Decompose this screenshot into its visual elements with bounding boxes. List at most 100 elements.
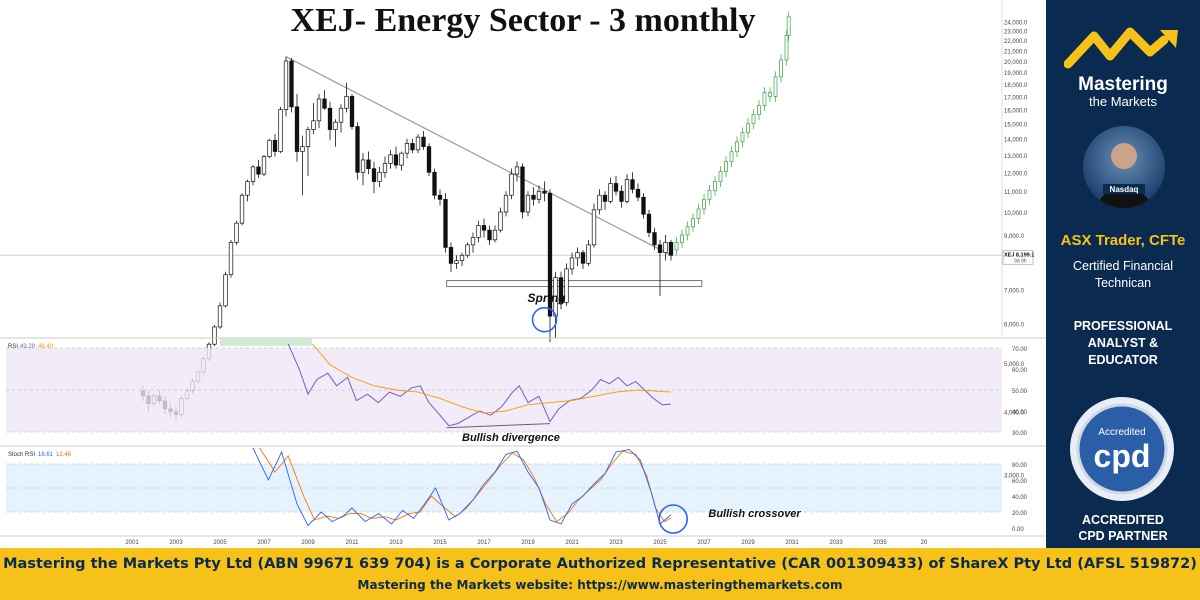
crossover-label: Bullish crossover [708, 508, 801, 520]
candle-down [443, 198, 448, 248]
candle-down [349, 96, 355, 127]
chart-area: 70.00 60.00 50.00 40.00 30.00 RSI 43.29 46.40 8… [0, 0, 1046, 568]
price-badge [1002, 249, 1034, 265]
brand-name: Mastering [1078, 74, 1168, 95]
projection-candle [779, 59, 783, 78]
candle-up [404, 143, 410, 154]
candle-up [338, 107, 344, 123]
candle-down [641, 196, 646, 215]
divergence-line [446, 423, 551, 429]
price-tick-label: 18,000.0 [1004, 83, 1028, 89]
candle-up [228, 241, 234, 276]
candle-up [503, 194, 509, 213]
projection-candle [680, 234, 684, 243]
candle-down [432, 171, 437, 196]
candle-down [619, 190, 624, 202]
candle-down [371, 168, 377, 182]
candle-up [234, 222, 239, 243]
candle-down [602, 194, 608, 202]
divergence-label: Bullish divergence [462, 432, 560, 444]
candle-down [520, 166, 525, 213]
trendlines [285, 56, 703, 288]
certification: Certified Financial Technican [1046, 258, 1200, 292]
time-tick-label: 2001 [125, 540, 139, 546]
price-tick-label: 7,000.0 [1004, 289, 1025, 295]
brand-subtitle: the Markets [1089, 94, 1157, 109]
price-badge-symbol: XEJ 8,199.1 [1004, 252, 1034, 258]
price-tick-label: 3,000.0 [1004, 473, 1025, 479]
price-tick-label: 11,000.0 [1004, 190, 1028, 196]
candle-down [437, 194, 443, 200]
crossover-circle [658, 504, 689, 534]
candle-up [514, 166, 520, 175]
price-tick-label: 19,000.0 [1004, 71, 1028, 77]
prof-line-3: EDUCATOR [1088, 353, 1158, 367]
candle-up [377, 171, 382, 182]
photo-label: Nasdaq [1110, 185, 1139, 194]
candle-down [558, 277, 564, 303]
candle-down [410, 143, 415, 151]
time-tick-label: 2009 [301, 540, 315, 546]
cpd-line-2: CPD PARTNER [1078, 529, 1168, 543]
candle-down [426, 146, 432, 173]
projection-candle [702, 198, 706, 210]
price-tick-label: 9,000.0 [1004, 234, 1025, 240]
footer-website[interactable]: Mastering the Markets website: https://w… [357, 578, 843, 592]
footer: Mastering the Markets Pty Ltd (ABN 99671… [0, 548, 1200, 600]
prof-line-1: PROFESSIONAL [1073, 319, 1173, 333]
price-tick-label: 16,000.0 [1004, 109, 1028, 115]
rsi-tick-label: 60.00 [1012, 368, 1028, 374]
candle-up [245, 181, 250, 196]
candle-down [289, 60, 294, 108]
candle-up [217, 305, 223, 328]
candle-down [630, 179, 635, 190]
price-tick-label: 14,000.0 [1004, 138, 1028, 144]
candle-down [481, 225, 487, 231]
candle-up [454, 260, 459, 264]
cert-line-1: Certified Financial [1072, 259, 1174, 273]
projection-candle [784, 34, 789, 61]
candle-down [393, 154, 399, 166]
candle-up [212, 326, 217, 345]
time-tick-label: 2023 [609, 540, 623, 546]
professional-text: PROFESSIONAL ANALYST & EDUCATOR [1046, 318, 1200, 369]
candle-down [613, 183, 619, 192]
rsi-tick-label: 70.00 [1012, 347, 1028, 353]
time-tick-label: 2035 [873, 540, 887, 546]
candle-down [294, 106, 300, 152]
rsi-ma-line [312, 343, 672, 414]
cpd-badge-icon: Accredited cpd [1070, 397, 1174, 501]
projection-candle [735, 141, 739, 153]
candle-down [327, 107, 333, 130]
candle-up [564, 268, 569, 303]
candle-down [421, 136, 426, 147]
price-tick-label: 23,000.0 [1004, 30, 1028, 36]
candle-up [591, 209, 597, 246]
candle-up [575, 252, 580, 259]
candle-up [300, 146, 305, 152]
brand-logo-icon [1064, 27, 1178, 69]
projection-candle [768, 92, 772, 97]
price-tick-label: 15,000.0 [1004, 123, 1028, 129]
stoch-tick-label: 80.00 [1012, 463, 1028, 469]
candle-up [465, 244, 470, 256]
candle-up [415, 136, 421, 151]
projection-candle [707, 190, 712, 200]
candle-down [668, 241, 674, 256]
time-tick-label: 2003 [169, 540, 183, 546]
price-tick-label: 5,000.0 [1004, 362, 1025, 368]
trader-title: ASX Trader, CFTe [1060, 232, 1186, 249]
projection-candles [674, 11, 791, 256]
candle-up [261, 156, 267, 175]
cpd-badge-big-text: cpd [1094, 438, 1151, 474]
stoch-d-value: 12.46 [56, 452, 72, 458]
time-tick-label: 2005 [213, 540, 227, 546]
cpd-badge-small-text: Accredited [1098, 427, 1145, 438]
candle-up [459, 254, 465, 261]
stoch-tick-label: 60.00 [1012, 479, 1028, 485]
price-badge-sub: 9d 9h [1014, 258, 1027, 264]
projection-candle [746, 123, 750, 134]
candle-up [360, 159, 366, 173]
time-tick-label: 2031 [785, 540, 799, 546]
projection-candle [724, 161, 728, 173]
